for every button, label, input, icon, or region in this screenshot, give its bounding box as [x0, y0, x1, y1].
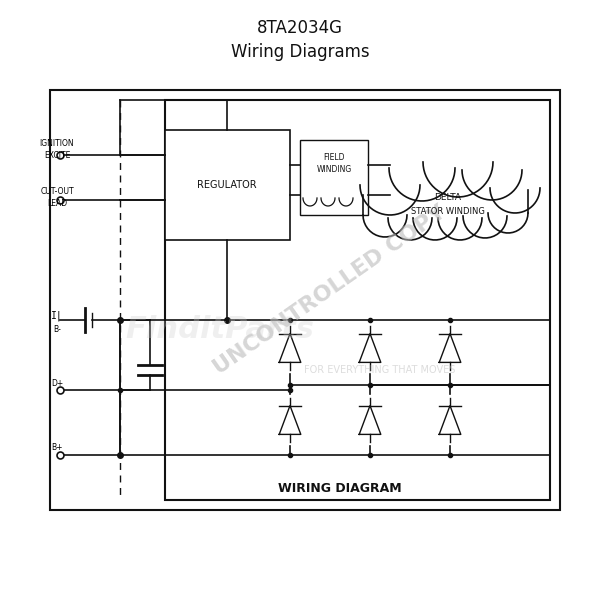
Text: CUT-OUT: CUT-OUT — [40, 187, 74, 196]
Text: REGULATOR: REGULATOR — [197, 180, 257, 190]
Text: DELTA: DELTA — [434, 193, 461, 202]
Text: WIRING DIAGRAM: WIRING DIAGRAM — [278, 481, 402, 494]
Text: FIELD: FIELD — [323, 154, 345, 163]
Text: IGNITION: IGNITION — [40, 139, 74, 148]
Text: Wiring Diagrams: Wiring Diagrams — [230, 43, 370, 61]
Text: D+: D+ — [51, 379, 63, 388]
Text: UNCONTROLLED COPY: UNCONTROLLED COPY — [210, 202, 450, 378]
Text: B-: B- — [53, 325, 61, 335]
Text: B+: B+ — [51, 443, 63, 452]
Bar — [50, 90, 560, 510]
Text: 8TA2034G: 8TA2034G — [257, 19, 343, 37]
Bar — [300, 140, 368, 215]
Text: WINDING: WINDING — [316, 166, 352, 175]
Text: FOR EVERYTHING THAT MOVES: FOR EVERYTHING THAT MOVES — [304, 365, 455, 375]
Bar — [165, 100, 550, 500]
Text: LEAD: LEAD — [47, 199, 67, 208]
Text: STATOR WINDING: STATOR WINDING — [411, 208, 485, 217]
Bar — [165, 130, 290, 240]
Text: EXCITE: EXCITE — [44, 151, 70, 160]
Text: FinditParts: FinditParts — [125, 316, 314, 344]
Text: I|: I| — [51, 311, 63, 321]
